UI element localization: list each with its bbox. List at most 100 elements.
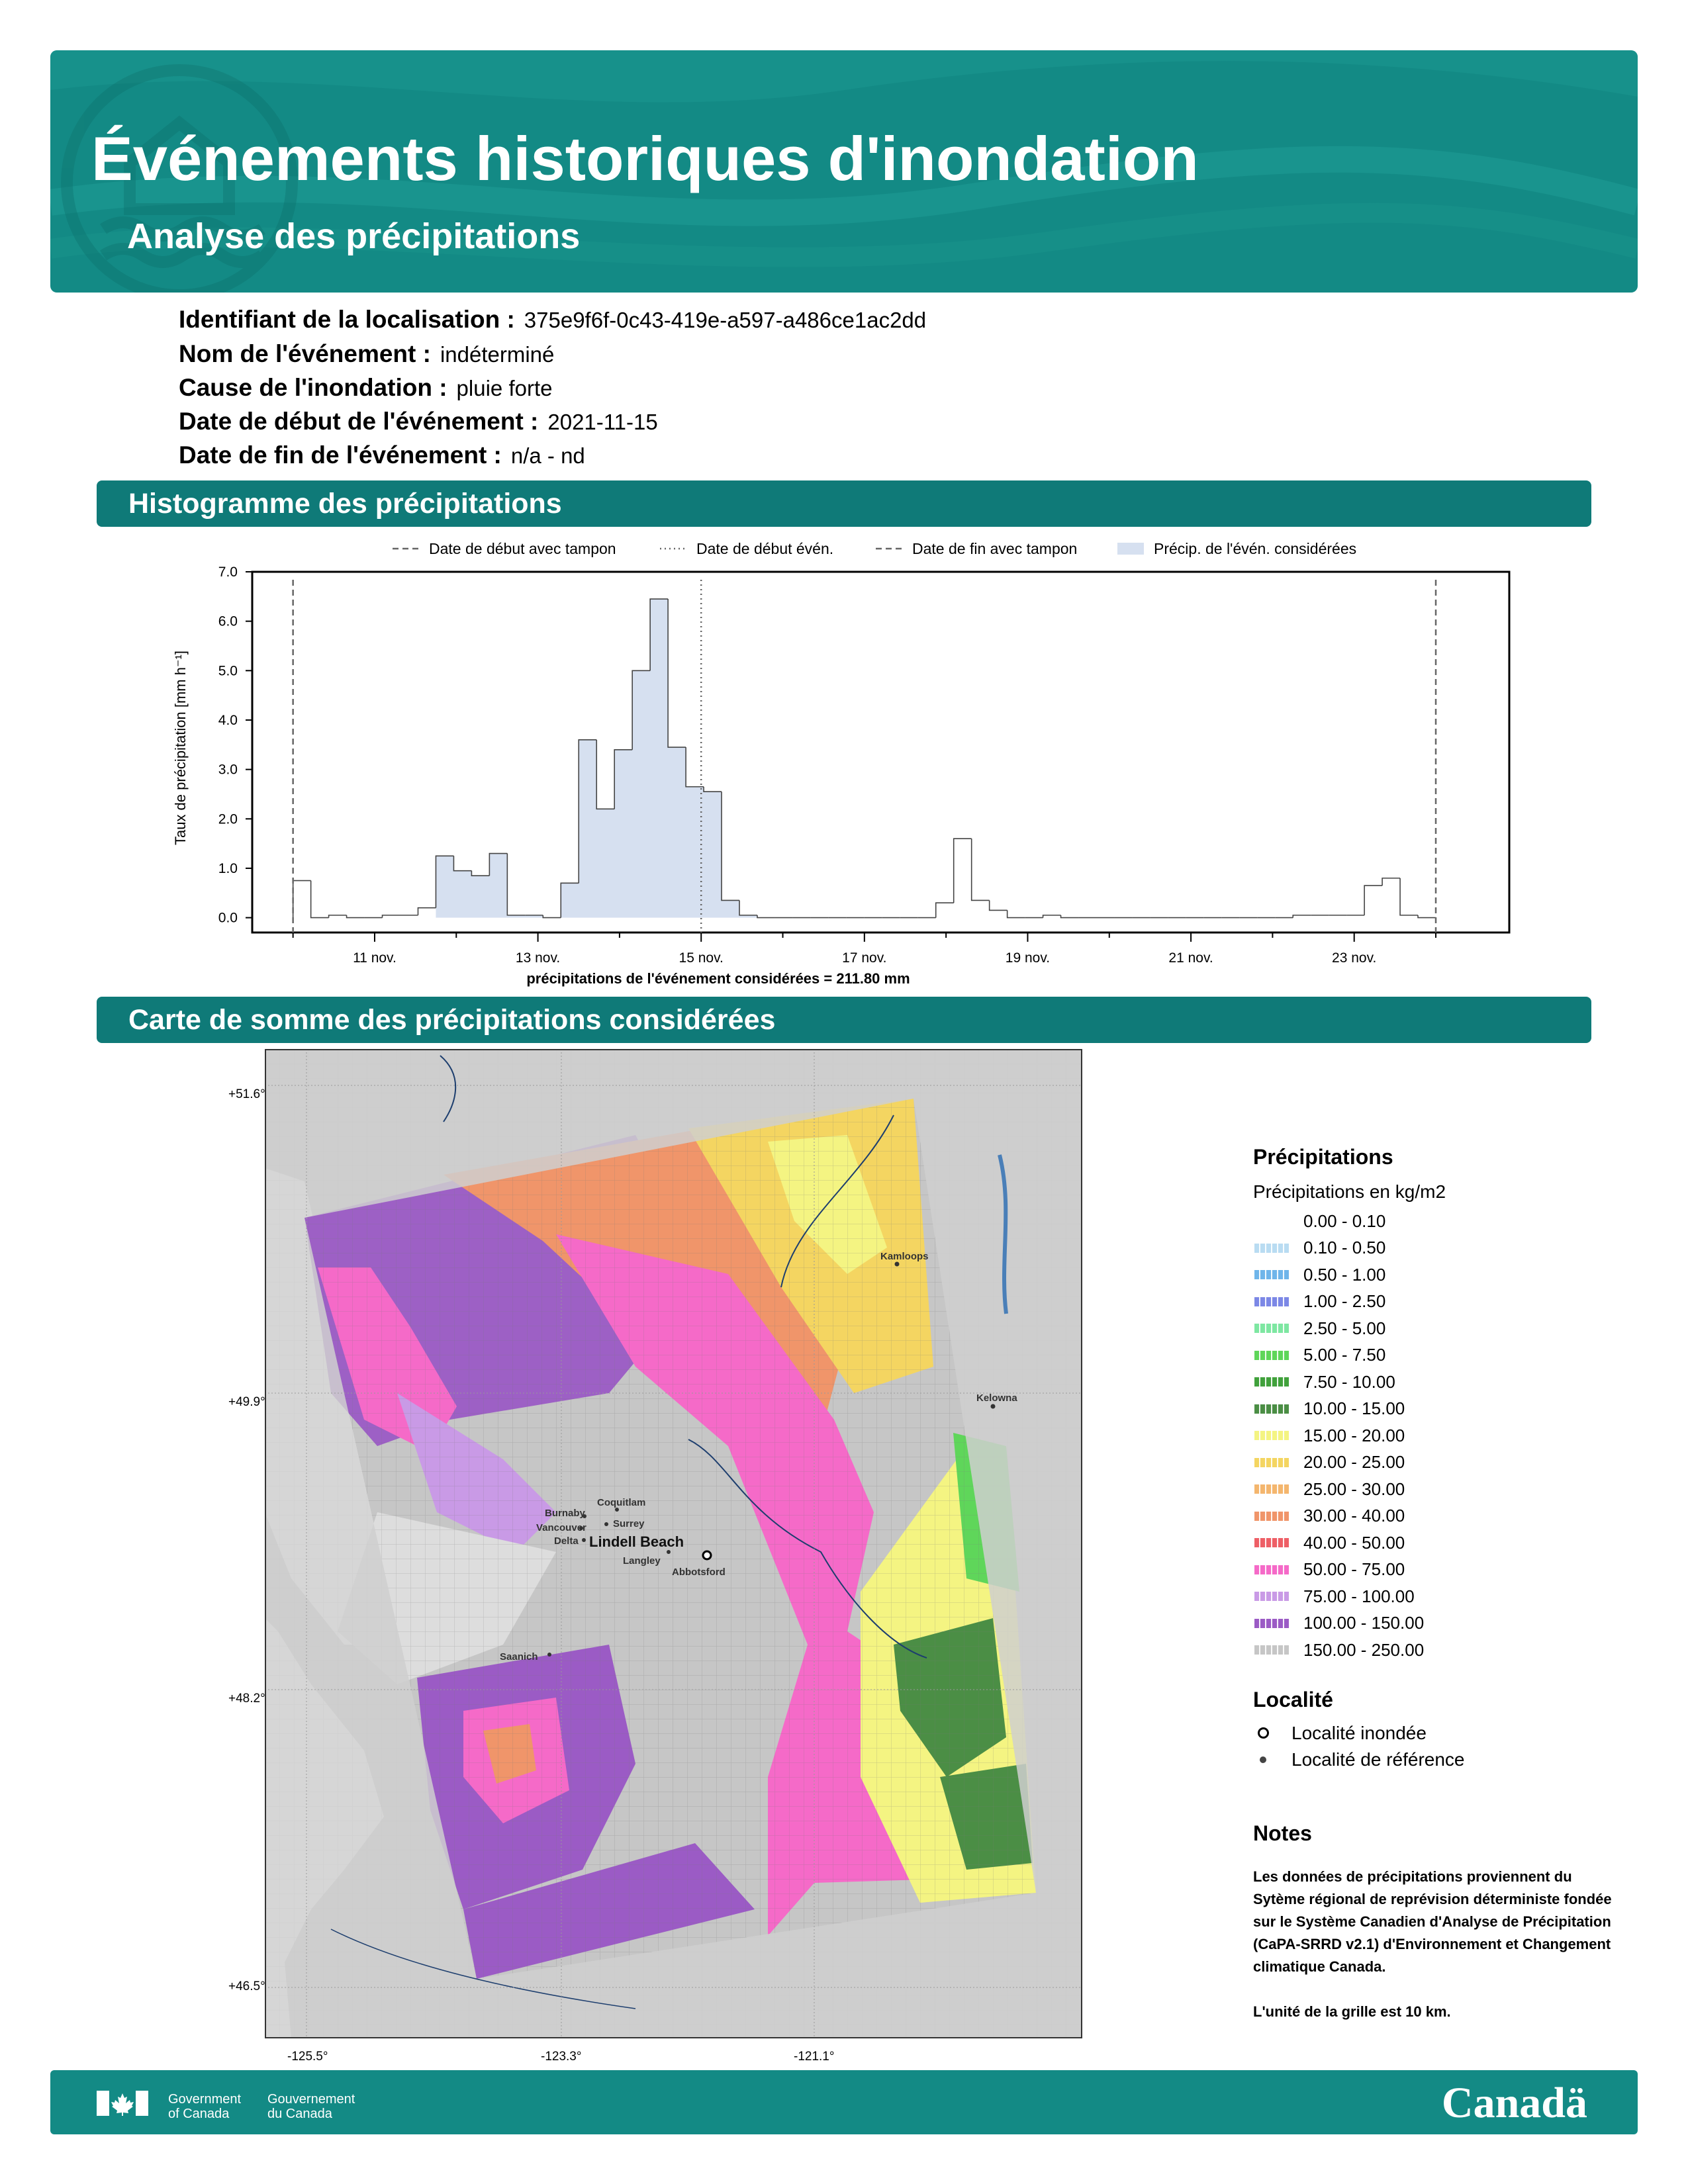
legend-label: 0.10 - 0.50: [1303, 1238, 1386, 1258]
legend-label: 5.00 - 7.50: [1303, 1345, 1386, 1365]
precip-bar: [988, 900, 1008, 911]
precip-bar: [614, 749, 633, 809]
precip-bar: [328, 915, 347, 918]
canada-wordmark: Canadä: [1441, 2079, 1587, 2127]
y-tick-label: 5.0: [218, 663, 238, 678]
precip-bar: [489, 852, 508, 876]
legend-item: 7.50 - 10.00: [1253, 1369, 1624, 1396]
legend-label: 150.00 - 250.00: [1303, 1639, 1425, 1660]
map-place-label: Burnaby: [545, 1508, 586, 1519]
legend-label: 7.50 - 10.00: [1303, 1371, 1395, 1392]
precip-bar: [739, 900, 757, 916]
legend-subtitle: Précipitations en kg/m2: [1253, 1181, 1446, 1202]
info-value: 375e9f6f-0c43-419e-a597-a486ce1ac2dd: [524, 308, 927, 332]
legend-swatch: [1254, 1404, 1289, 1414]
legend-item: 5.00 - 7.50: [1253, 1342, 1624, 1369]
info-location-id: Identifiant de la localisation : 375e9f6f…: [179, 306, 926, 334]
chart-plot-frame: [251, 570, 1511, 934]
map-place-label: Delta: [554, 1535, 579, 1547]
y-tick-label: 3.0: [218, 762, 238, 778]
legend-swatch: [1254, 1377, 1289, 1387]
legend-swatch: [1254, 1216, 1289, 1226]
precipitation-map: Kamloops Kelowna Coquitlam Burnaby Surre…: [265, 1049, 1082, 2038]
legend-item: 0.10 - 0.50: [1253, 1235, 1624, 1262]
x-axis-label: précipitations de l'événement considérée…: [526, 970, 910, 987]
precip-bar: [542, 915, 561, 919]
flood-house-icon: [61, 64, 298, 293]
precip-bar: [381, 915, 400, 918]
precip-bar: [1364, 885, 1383, 915]
legend-swatch-considered: [1117, 543, 1144, 555]
gov-name-line: Gouvernement: [267, 2092, 355, 2107]
legend-item: 15.00 - 20.00: [1253, 1422, 1624, 1449]
legend-item: 0.50 - 1.00: [1253, 1261, 1624, 1289]
legend-label: Localité de référence: [1291, 1749, 1465, 1770]
legend-label: Date de début évén.: [696, 540, 833, 557]
notes-grid-unit: L'unité de la grille est 10 km.: [1253, 2003, 1451, 2020]
legend-item: 40.00 - 50.00: [1253, 1529, 1624, 1557]
y-tick-label: 4.0: [218, 713, 238, 728]
info-value: indéterminé: [440, 342, 555, 367]
legend-label: 20.00 - 25.00: [1303, 1452, 1405, 1473]
y-tick-label: 7.0: [218, 565, 238, 580]
locality-title: Localité: [1253, 1687, 1333, 1711]
info-value: n/a - nd: [510, 443, 585, 468]
precip-bar: [1060, 915, 1079, 919]
legend-item: 100.00 - 150.00: [1253, 1610, 1624, 1637]
x-tick-label: 15 nov.: [679, 950, 724, 966]
map-place-label: Vancouver: [536, 1522, 586, 1533]
x-tick-label: 13 nov.: [516, 950, 560, 966]
map-place-label: Saanich: [500, 1651, 538, 1662]
section-title-text: Histogramme des précipitations: [128, 488, 562, 520]
map-lat-label: +49.9°: [228, 1395, 265, 1409]
map-place-label: Coquitlam: [597, 1497, 645, 1508]
gov-name-en: Government of Canada: [168, 2092, 241, 2121]
precip-bar: [703, 786, 722, 793]
precipitation-histogram: Date de début avec tampon Date de début …: [172, 540, 1511, 987]
map-river: [440, 1055, 457, 1122]
canada-flag-icon: [97, 2091, 148, 2116]
map-place-label-flooded: Lindell Beach: [589, 1533, 684, 1550]
legend-reference-locality: Localité de référence: [1253, 1747, 1624, 1773]
legend-swatch: [1254, 1592, 1289, 1602]
precip-bar: [632, 670, 651, 750]
legend-label: 50.00 - 75.00: [1303, 1559, 1405, 1580]
map-lon-label: -121.1°: [794, 2050, 835, 2064]
legend-label: 15.00 - 20.00: [1303, 1425, 1405, 1445]
precip-bar: [970, 839, 990, 901]
section-title-text: Carte de somme des précipitations consid…: [128, 1004, 776, 1036]
map-reference-point: [667, 1550, 671, 1554]
legend-swatch: [1254, 1484, 1289, 1494]
map-lat-label: +46.5°: [228, 1979, 265, 1993]
notes-text: Les données de précipitations proviennen…: [1253, 1868, 1612, 1975]
y-tick-label: 0.0: [218, 911, 238, 926]
x-tick-label: 21 nov.: [1168, 950, 1213, 966]
y-tick-label: 2.0: [218, 811, 238, 827]
map-legend: Précipitations Précipitations en kg/m2 0…: [1253, 1145, 1624, 1773]
precip-bar: [1399, 878, 1419, 916]
info-label: Nom de l'événement :: [179, 340, 431, 367]
legend-label: Date de fin avec tampon: [912, 540, 1077, 557]
legend-swatch: [1254, 1511, 1289, 1521]
map-river: [780, 1115, 894, 1288]
precip-bar: [346, 915, 365, 919]
legend-swatch: [1254, 1538, 1289, 1548]
precip-bar: [596, 739, 615, 810]
chart-legend: Date de début avec tampon Date de début …: [393, 540, 1356, 557]
legend-label: 2.50 - 5.00: [1303, 1318, 1386, 1338]
map-lon-label: -123.3°: [541, 2050, 582, 2064]
legend-item: 20.00 - 25.00: [1253, 1449, 1624, 1477]
map-place-label: Abbotsford: [672, 1567, 726, 1578]
legend-label: Localité inondée: [1291, 1722, 1427, 1743]
precip-bar: [310, 880, 329, 919]
gov-name-line: Government: [168, 2092, 242, 2107]
legend-label: 25.00 - 30.00: [1303, 1479, 1405, 1499]
legend-item: 75.00 - 100.00: [1253, 1583, 1624, 1610]
legend-item: 150.00 - 250.00: [1253, 1637, 1624, 1664]
y-tick-label: 6.0: [218, 614, 238, 629]
map-lon-label: -125.5°: [287, 2050, 328, 2064]
legend-swatch: [1254, 1431, 1289, 1441]
info-label: Date de fin de l'événement :: [179, 441, 502, 469]
precip-bar: [1292, 915, 1311, 918]
map-places: Kamloops Kelowna Coquitlam Burnaby Surre…: [500, 1251, 1017, 1662]
